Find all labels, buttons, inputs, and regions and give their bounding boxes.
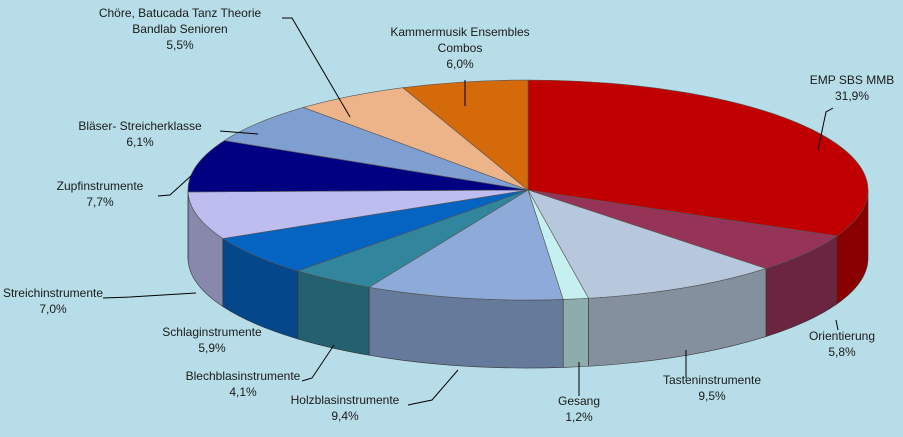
value-label: 1,2% xyxy=(565,410,593,424)
data-label: Blechblasinstrumente 4,1% xyxy=(186,369,301,399)
value-label: 4,1% xyxy=(229,385,257,399)
data-label: Streichinstrumente 7,0% xyxy=(3,286,103,316)
slice-label: Kammermusik Ensembles xyxy=(390,25,529,39)
slice-label: Blechblasinstrumente xyxy=(186,369,301,383)
slice-label: Schlaginstrumente xyxy=(162,325,262,339)
leader-line xyxy=(408,370,458,405)
data-label: Kammermusik Ensembles Combos 6,0% xyxy=(390,25,529,71)
data-label: Zupfinstrumente 7,7% xyxy=(57,179,144,209)
data-label: Tasteninstrumente 9,5% xyxy=(663,373,761,403)
slice-label: EMP SBS MMB xyxy=(810,73,894,87)
data-label: Holzblasinstrumente 9,4% xyxy=(291,393,400,423)
slice-label: Tasteninstrumente xyxy=(663,373,761,387)
value-label: 6,1% xyxy=(126,135,154,149)
slice-label: Chöre, Batucada Tanz Theorie xyxy=(99,6,262,20)
slice-label: Streichinstrumente xyxy=(3,286,103,300)
value-label: 5,9% xyxy=(198,341,226,355)
slice-label: Zupfinstrumente xyxy=(57,179,144,193)
slice-label: Bandlab Senioren xyxy=(132,22,227,36)
data-label: Gesang 1,2% xyxy=(558,394,600,424)
data-label: Chöre, Batucada Tanz Theorie Bandlab Seni… xyxy=(99,6,262,52)
value-label: 9,4% xyxy=(331,409,359,423)
value-label: 5,8% xyxy=(828,345,856,359)
value-label: 6,0% xyxy=(446,57,474,71)
slice-label: Combos xyxy=(438,41,483,55)
slice-label: Orientierung xyxy=(809,329,875,343)
value-label: 7,7% xyxy=(86,195,114,209)
leader-line xyxy=(302,345,334,381)
leader-line xyxy=(158,175,192,196)
slice-label: Holzblasinstrumente xyxy=(291,393,400,407)
value-label: 7,0% xyxy=(39,302,67,316)
data-label: Schlaginstrumente 5,9% xyxy=(162,325,262,355)
value-label: 31,9% xyxy=(835,89,869,103)
data-label: Orientierung 5,8% xyxy=(809,329,875,359)
slice-label: Gesang xyxy=(558,394,600,408)
value-label: 5,5% xyxy=(166,38,194,52)
value-label: 9,5% xyxy=(698,389,726,403)
data-label: EMP SBS MMB 31,9% xyxy=(810,73,894,103)
data-label: Bläser- Streicherklasse 6,1% xyxy=(78,119,202,149)
slice-side xyxy=(563,298,588,367)
leader-line xyxy=(103,293,196,298)
slice-label: Bläser- Streicherklasse xyxy=(78,119,202,133)
